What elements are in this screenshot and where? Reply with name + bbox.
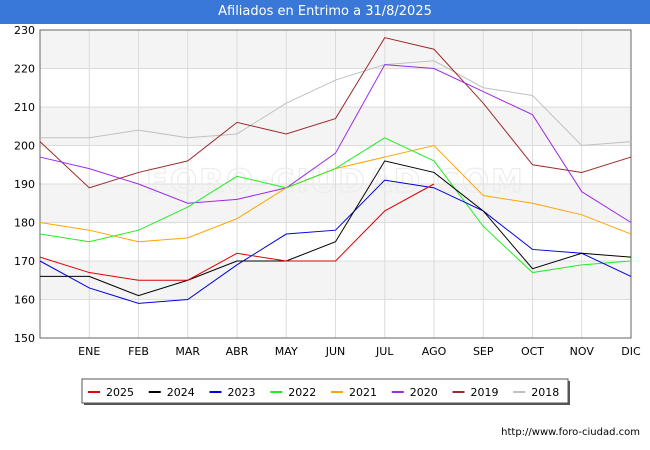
x-tick-label: JUL — [375, 345, 394, 358]
series-line-2024 — [40, 160, 632, 297]
x-tick-label: MAY — [275, 345, 298, 358]
y-tick-label: 180 — [14, 217, 35, 230]
plot-border — [39, 29, 632, 339]
watermark: FORO-CIUDAD.COM — [146, 162, 525, 200]
x-tick-label: NOV — [570, 345, 595, 358]
series-line-2020 — [39, 64, 632, 223]
x-tick-label: FEB — [128, 345, 149, 358]
x-tick-label: ENE — [78, 345, 100, 358]
x-tick-label: SEP — [473, 345, 494, 358]
legend-label-2021: 2021 — [349, 386, 377, 399]
series-line-2019 — [39, 37, 632, 189]
series-line-2018 — [40, 60, 632, 147]
legend-label-2020: 2020 — [410, 386, 438, 399]
x-tick-label: MAR — [175, 345, 200, 358]
y-tick-label: 210 — [14, 101, 35, 114]
y-tick-label: 170 — [14, 255, 35, 268]
x-tick-label: JUN — [325, 345, 346, 358]
source-url[interactable]: http://www.foro-ciudad.com — [501, 427, 640, 438]
legend-label-2024: 2024 — [167, 386, 195, 399]
legend-label-2019: 2019 — [471, 386, 499, 399]
y-tick-label: 150 — [14, 332, 35, 345]
y-tick-label: 190 — [14, 178, 35, 191]
x-tick-label: ABR — [226, 345, 249, 358]
y-tick-label: 220 — [14, 63, 35, 76]
chart-title: Afiliados en Entrimo a 31/8/2025 — [218, 4, 432, 19]
legend-box — [81, 378, 569, 404]
series-line-2025 — [39, 183, 435, 281]
legend-label-2023: 2023 — [228, 386, 256, 399]
x-tick-label: DIC — [621, 345, 641, 358]
x-tick-label: OCT — [521, 345, 544, 358]
y-tick-label: 230 — [14, 24, 35, 37]
y-tick-label: 160 — [14, 294, 35, 307]
y-tick-label: 200 — [14, 140, 35, 153]
legend-label-2025: 2025 — [106, 386, 134, 399]
series-line-2023 — [39, 179, 632, 304]
series-line-2022 — [39, 137, 632, 274]
legend-label-2018: 2018 — [531, 386, 559, 399]
legend-label-2022: 2022 — [288, 386, 316, 399]
title-bar — [0, 0, 650, 24]
x-tick-label: AGO — [422, 345, 447, 358]
